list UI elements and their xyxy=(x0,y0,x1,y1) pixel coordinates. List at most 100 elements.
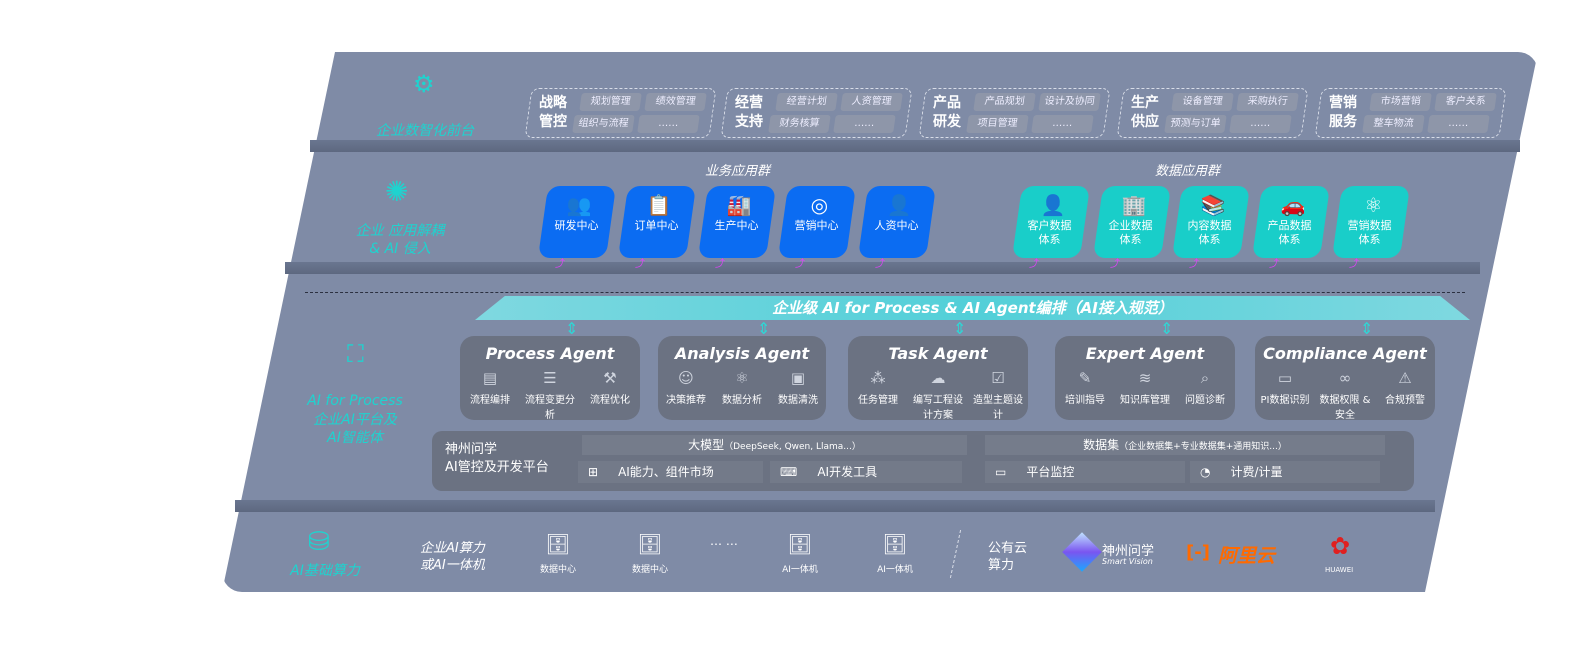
agent-capability: ⚛ 数据分析 xyxy=(714,369,769,406)
business-app[interactable]: 🏭 生产中心 xyxy=(697,186,777,258)
molecule-icon: ✺ xyxy=(385,175,409,208)
connector-arrow-icon: ⤴ xyxy=(1189,259,1199,270)
server-label: 数据中心 xyxy=(631,565,668,575)
front-group: 生产供应 设备管理 采购执行 预测与订单…… xyxy=(1116,88,1309,138)
front-item[interactable]: 财务核算 xyxy=(768,115,831,133)
platform-cell[interactable]: ⌨ AI开发工具 xyxy=(770,461,962,483)
front-item[interactable]: …… xyxy=(833,115,896,133)
dashed-divider xyxy=(305,292,1465,293)
platform-cell-label: AI能力、组件市场 xyxy=(618,465,714,479)
layer-divider xyxy=(310,140,1520,152)
front-item[interactable]: 绩效管理 xyxy=(644,93,707,111)
platform-cell[interactable]: ▭ 平台监控 xyxy=(985,461,1185,483)
agent-capability-label: 流程编排 xyxy=(469,395,510,406)
agent-capability: ▣ 数据清洗 xyxy=(770,369,825,406)
agent-card[interactable]: Process Agent ▤ 流程编排 ☰ 流程变更分析 ⚒ 流程优化 xyxy=(460,336,640,421)
data-app[interactable]: ⚛ 营销数据体系 xyxy=(1331,186,1411,258)
users-icon: 👥 xyxy=(566,193,592,217)
front-item[interactable]: 设计及协同 xyxy=(1038,93,1101,111)
platform-cell-label: 计费/计量 xyxy=(1230,465,1283,479)
front-item[interactable]: …… xyxy=(637,115,700,133)
business-app[interactable]: 📋 订单中心 xyxy=(617,186,697,258)
front-item[interactable]: …… xyxy=(1229,115,1292,133)
agent-capability-label: 合规预警 xyxy=(1384,395,1425,406)
target-icon: ◎ xyxy=(810,193,829,217)
connector-arrow-icon: ⤴ xyxy=(1029,259,1039,270)
data-app[interactable]: 👤 客户数据体系 xyxy=(1011,186,1091,258)
orchestration-banner xyxy=(475,296,1470,320)
monitor-icon: ▭ xyxy=(995,465,1007,479)
orchestration-banner-text: 企业级 AI for Process & AI Agent编排（AI接入规范） xyxy=(772,299,1173,317)
platform-cell[interactable]: ◔ 计费/计量 xyxy=(1190,461,1380,483)
front-item[interactable]: 市场营销 xyxy=(1369,93,1432,111)
front-item[interactable]: 预测与订单 xyxy=(1164,115,1227,133)
platform-cell[interactable]: ⊞ AI能力、组件市场 xyxy=(578,461,763,483)
front-group: 产品研发 产品规划 设计及协同 项目管理…… xyxy=(918,88,1111,138)
data-app[interactable]: 📚 内容数据体系 xyxy=(1171,186,1251,258)
business-app[interactable]: 👤 人资中心 xyxy=(857,186,937,258)
layer-divider xyxy=(285,262,1480,274)
business-app-label: 订单中心 xyxy=(634,219,679,232)
data-app[interactable]: 🏢 企业数据体系 xyxy=(1092,186,1172,258)
platform-cell-label: 平台监控 xyxy=(1026,465,1075,479)
front-item[interactable]: 组织与流程 xyxy=(572,115,635,133)
dataset-title: 数据集 xyxy=(1083,438,1120,452)
front-item[interactable]: 项目管理 xyxy=(966,115,1029,133)
chart-icon: ▤ xyxy=(482,369,498,387)
tools-icon: ⚒ xyxy=(603,369,617,387)
agent-capability: ☰ 流程变更分析 xyxy=(520,369,579,421)
front-item[interactable]: 产品规划 xyxy=(973,93,1036,111)
layer-divider xyxy=(235,500,1435,512)
connector-arrow-icon: ⤴ xyxy=(635,259,645,270)
agent-capability-label: 流程变更分析 xyxy=(524,395,575,421)
data-app-label: 企业数据体系 xyxy=(1108,219,1153,246)
front-item[interactable]: 规划管理 xyxy=(579,93,642,111)
agent-capability-label: 决策推荐 xyxy=(666,395,706,406)
agent-capability-label: 流程优化 xyxy=(589,395,630,406)
agent-capability: ☁ 编写工程设计方案 xyxy=(908,369,967,421)
agent-card[interactable]: Expert Agent ✎ 培训指导 ≋ 知识库管理 ⌕ 问题诊断 xyxy=(1055,336,1235,420)
front-item[interactable]: …… xyxy=(1427,115,1490,133)
connector-arrow-icon: ⤴ xyxy=(795,259,805,270)
person-icon: 👤 xyxy=(886,193,912,217)
front-item[interactable]: 经营计划 xyxy=(775,93,838,111)
provider-smart-vision: 神州问学 xyxy=(1102,544,1155,559)
document-icon: ▣ xyxy=(790,369,806,387)
teacher-icon: ✎ xyxy=(1078,369,1092,387)
agent-card[interactable]: Analysis Agent ☺ 决策推荐 ⚛ 数据分析 ▣ 数据清洗 xyxy=(658,336,826,420)
front-item[interactable]: 人资管理 xyxy=(840,93,903,111)
servers-ellipsis: … … xyxy=(710,534,738,548)
agent-capability-label: 数据分析 xyxy=(722,395,762,406)
business-group-title: 业务应用群 xyxy=(705,164,771,179)
model-row: 大模型（DeepSeek, Qwen, Llama...） xyxy=(582,435,967,455)
front-item[interactable]: 客户关系 xyxy=(1434,93,1497,111)
layers-icon: ≋ xyxy=(1138,369,1152,387)
model-note: （DeepSeek, Qwen, Llama...） xyxy=(724,442,861,452)
agent-capability-label: 问题诊断 xyxy=(1184,395,1225,406)
agent-card[interactable]: Task Agent ⁂ 任务管理 ☁ 编写工程设计方案 ☑ 造型主题设计 xyxy=(848,336,1028,421)
agent-capability-label: 造型主题设计 xyxy=(972,395,1023,421)
front-item[interactable]: 采购执行 xyxy=(1236,93,1299,111)
business-app[interactable]: 👥 研发中心 xyxy=(537,186,617,258)
ai-layer-label-cn: 企业AI平台及 AI智能体 xyxy=(313,412,397,446)
car-icon: 🚗 xyxy=(1280,193,1306,217)
front-item[interactable]: 整车物流 xyxy=(1362,115,1425,133)
agent-capability: ▤ 流程编排 xyxy=(460,369,519,421)
front-item[interactable]: 设备管理 xyxy=(1171,93,1234,111)
agent-capability-label: PI数据识别 xyxy=(1260,395,1310,406)
agent-title: Expert Agent xyxy=(1085,344,1205,363)
connector-arrow-icon: ⤴ xyxy=(1269,259,1279,270)
id-card-icon: ▭ xyxy=(1277,369,1293,387)
server-label: AI一体机 xyxy=(877,565,913,575)
data-app-label: 客户数据体系 xyxy=(1027,219,1072,246)
factory-icon: 🏭 xyxy=(726,193,752,217)
front-group-title: 经营支持 xyxy=(735,95,763,130)
agent-title: Analysis Agent xyxy=(674,344,810,363)
platform-cell-label: AI开发工具 xyxy=(817,465,878,479)
server-icon: 🗄 xyxy=(882,532,908,556)
business-app[interactable]: ◎ 营销中心 xyxy=(777,186,857,258)
agent-card[interactable]: Compliance Agent ▭ PI数据识别 ∞ 数据权限 & 安全 ⚠ 合规预警 xyxy=(1255,336,1435,421)
front-item[interactable]: …… xyxy=(1031,115,1094,133)
agent-capability-label: 知识库管理 xyxy=(1119,395,1170,406)
data-app[interactable]: 🚗 产品数据体系 xyxy=(1251,186,1331,258)
